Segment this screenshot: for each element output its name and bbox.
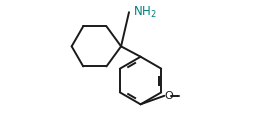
Text: O: O [164, 91, 173, 101]
Text: NH$_2$: NH$_2$ [133, 5, 156, 20]
